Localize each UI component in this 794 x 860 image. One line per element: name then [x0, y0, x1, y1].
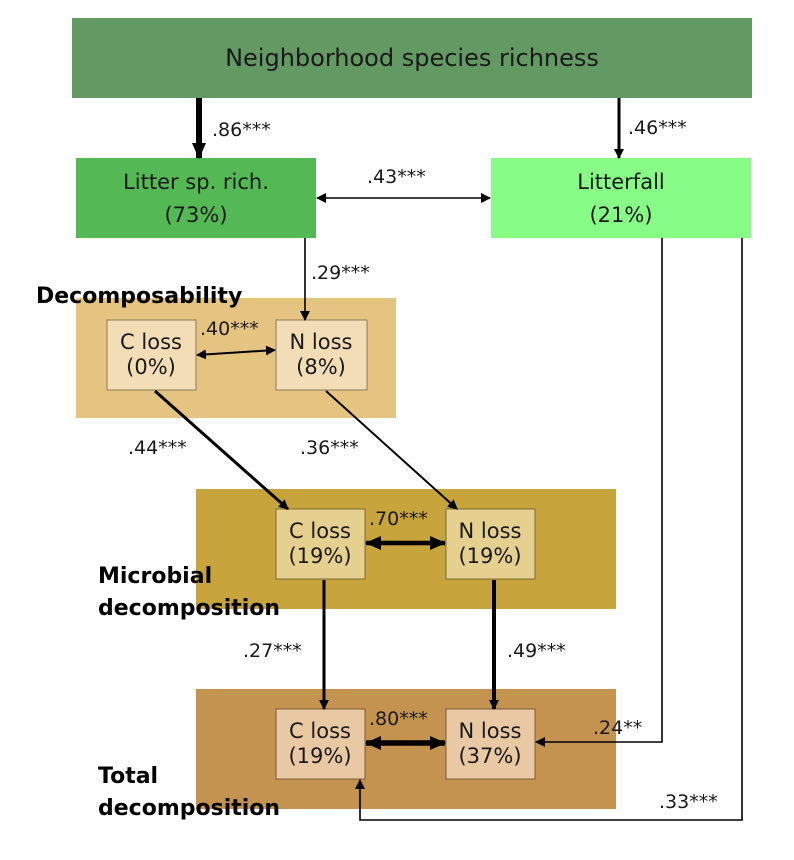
decomp-n-label: N loss	[290, 330, 353, 354]
total-n-label: N loss	[459, 719, 522, 743]
litterfall-label: Litterfall	[577, 170, 665, 194]
litterfall-box	[491, 158, 751, 238]
section-decomposability: Decomposability	[36, 284, 242, 309]
total-band	[196, 689, 616, 809]
arrow-litterfall-to-total-n	[535, 238, 663, 747]
coef-litter-richness-to-decomp-n: .29***	[311, 262, 370, 284]
litter-richness-box	[76, 158, 316, 238]
decomp-c-box	[106, 319, 197, 391]
decomp-c-label: C loss	[120, 330, 182, 354]
arrow-litterfall-to-total-c	[355, 238, 743, 821]
coef-top-to-litter-richness: .86***	[212, 119, 271, 141]
top-node-label: Neighborhood species richness	[225, 44, 599, 72]
coef-total-c-n: .80***	[369, 708, 428, 730]
litter-richness-r2: (73%)	[164, 203, 227, 227]
total-n-box	[445, 708, 536, 780]
coef-decomp-n-to-micro-n: .36***	[300, 437, 359, 459]
coef-litterfall-to-total-c: .33***	[659, 791, 718, 813]
arrow-decomp-c-n	[196, 345, 276, 360]
micro-n-r2: (19%)	[458, 544, 521, 568]
decomp-n-r2: (8%)	[296, 355, 346, 379]
coef-litterfall-to-total-n: .24**	[593, 717, 642, 739]
arrow-decomp-c-to-micro-c	[154, 389, 289, 511]
arrow-decomp-n-to-micro-n	[325, 390, 458, 510]
total-c-label: C loss	[289, 719, 351, 743]
total-c-r2: (19%)	[288, 744, 351, 768]
litterfall-r2: (21%)	[589, 203, 652, 227]
section-microbial-line1: Microbial	[98, 564, 212, 589]
coef-decomp-c-n: .40***	[200, 318, 259, 340]
micro-n-box	[445, 508, 536, 580]
micro-c-box	[275, 508, 366, 580]
micro-n-label: N loss	[459, 519, 522, 543]
section-total-line2: decomposition	[98, 796, 280, 821]
top-node-box	[72, 18, 752, 98]
coef-micro-c-to-total-c: .27***	[243, 640, 302, 662]
decomp-c-r2: (0%)	[126, 355, 176, 379]
total-n-r2: (37%)	[458, 744, 521, 768]
section-total-line1: Total	[98, 764, 158, 789]
micro-c-r2: (19%)	[288, 544, 351, 568]
coef-micro-n-to-total-n: .49***	[507, 640, 566, 662]
micro-c-label: C loss	[289, 519, 351, 543]
coef-litter-richness-litterfall: .43***	[367, 166, 426, 188]
decomp-n-box	[275, 319, 368, 391]
litter-richness-label: Litter sp. rich.	[123, 170, 269, 194]
coef-top-to-litterfall: .46***	[628, 117, 687, 139]
coef-micro-c-n: .70***	[369, 508, 428, 530]
total-c-box	[275, 708, 366, 780]
section-microbial-line2: decomposition	[98, 596, 280, 621]
microbial-band	[196, 489, 616, 609]
coef-decomp-c-to-micro-c: .44***	[128, 437, 187, 459]
